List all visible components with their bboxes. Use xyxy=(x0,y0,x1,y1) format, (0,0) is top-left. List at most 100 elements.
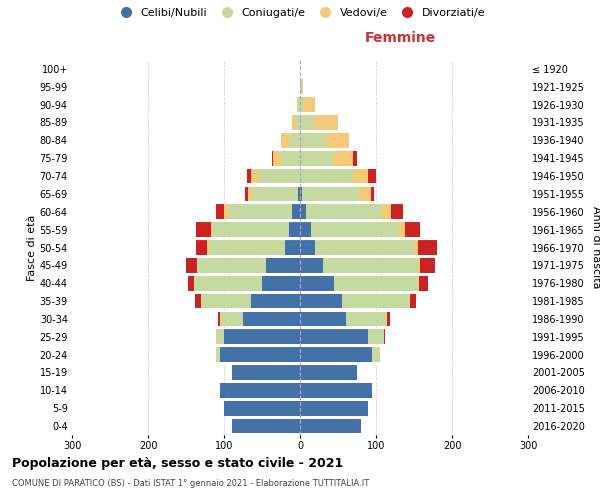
Bar xyxy=(326,133,349,148)
Text: Popolazione per età, sesso e stato civile - 2021: Popolazione per età, sesso e stato civil… xyxy=(12,458,343,470)
Bar xyxy=(300,401,368,415)
Bar xyxy=(251,294,300,308)
Bar xyxy=(212,222,289,237)
Bar xyxy=(300,80,302,94)
Bar xyxy=(252,186,298,201)
Bar xyxy=(302,80,303,94)
Bar xyxy=(300,419,361,434)
Bar xyxy=(300,330,368,344)
Bar xyxy=(196,222,211,237)
Bar xyxy=(300,258,323,272)
Bar xyxy=(300,383,372,398)
Bar xyxy=(209,240,285,255)
Bar xyxy=(194,276,262,290)
Bar xyxy=(334,151,353,166)
Bar xyxy=(359,186,371,201)
Bar xyxy=(315,115,338,130)
Bar xyxy=(368,168,376,184)
Bar xyxy=(217,330,224,344)
Bar xyxy=(323,258,418,272)
Bar xyxy=(186,258,197,272)
Bar xyxy=(292,204,300,219)
Bar xyxy=(272,151,274,166)
Bar xyxy=(196,240,207,255)
Bar xyxy=(300,133,326,148)
Bar xyxy=(248,186,252,201)
Bar xyxy=(304,98,315,112)
Bar xyxy=(300,294,342,308)
Bar xyxy=(399,222,405,237)
Bar xyxy=(315,240,414,255)
Bar xyxy=(217,348,220,362)
Bar xyxy=(353,168,368,184)
Bar xyxy=(245,186,248,201)
Bar xyxy=(391,204,403,219)
Bar xyxy=(334,276,418,290)
Bar xyxy=(266,258,300,272)
Bar xyxy=(418,276,419,290)
Bar xyxy=(218,312,220,326)
Bar xyxy=(388,312,389,326)
Bar xyxy=(302,186,359,201)
Bar xyxy=(300,186,302,201)
Bar xyxy=(420,258,435,272)
Bar xyxy=(292,115,296,130)
Bar xyxy=(281,133,289,148)
Bar xyxy=(297,98,298,112)
Bar xyxy=(220,312,243,326)
Bar xyxy=(201,294,251,308)
Bar xyxy=(346,312,388,326)
Bar xyxy=(300,151,334,166)
Bar xyxy=(311,222,399,237)
Bar xyxy=(258,168,300,184)
Bar xyxy=(410,294,416,308)
Text: COMUNE DI PARATICO (BS) - Dati ISTAT 1° gennaio 2021 - Elaborazione TUTTITALIA.I: COMUNE DI PARATICO (BS) - Dati ISTAT 1° … xyxy=(12,479,369,488)
Y-axis label: Anni di nascita: Anni di nascita xyxy=(590,206,600,289)
Bar xyxy=(289,133,300,148)
Bar xyxy=(262,276,300,290)
Bar xyxy=(300,115,315,130)
Bar xyxy=(220,383,300,398)
Bar xyxy=(353,151,357,166)
Bar xyxy=(300,222,311,237)
Bar xyxy=(414,240,418,255)
Bar xyxy=(274,151,281,166)
Bar xyxy=(188,276,194,290)
Text: Femmine: Femmine xyxy=(365,31,436,45)
Bar xyxy=(224,204,228,219)
Bar xyxy=(217,204,224,219)
Bar xyxy=(306,204,382,219)
Bar xyxy=(300,365,357,380)
Bar xyxy=(300,348,372,362)
Bar xyxy=(195,294,201,308)
Bar xyxy=(228,204,292,219)
Bar xyxy=(211,222,212,237)
Bar xyxy=(419,276,428,290)
Bar xyxy=(372,348,380,362)
Bar xyxy=(300,312,346,326)
Bar xyxy=(383,330,385,344)
Bar xyxy=(232,365,300,380)
Bar xyxy=(300,98,304,112)
Bar xyxy=(224,330,300,344)
Bar xyxy=(232,419,300,434)
Bar xyxy=(342,294,410,308)
Bar xyxy=(368,330,383,344)
Bar xyxy=(224,401,300,415)
Bar xyxy=(220,348,300,362)
Bar xyxy=(243,312,300,326)
Bar xyxy=(418,258,420,272)
Bar xyxy=(300,240,315,255)
Bar xyxy=(207,240,209,255)
Bar xyxy=(281,151,300,166)
Bar xyxy=(405,222,420,237)
Bar xyxy=(300,168,353,184)
Bar xyxy=(300,276,334,290)
Bar xyxy=(247,168,251,184)
Bar xyxy=(197,258,266,272)
Bar xyxy=(418,240,437,255)
Bar xyxy=(296,115,300,130)
Bar xyxy=(371,186,374,201)
Bar xyxy=(382,204,391,219)
Bar xyxy=(285,240,300,255)
